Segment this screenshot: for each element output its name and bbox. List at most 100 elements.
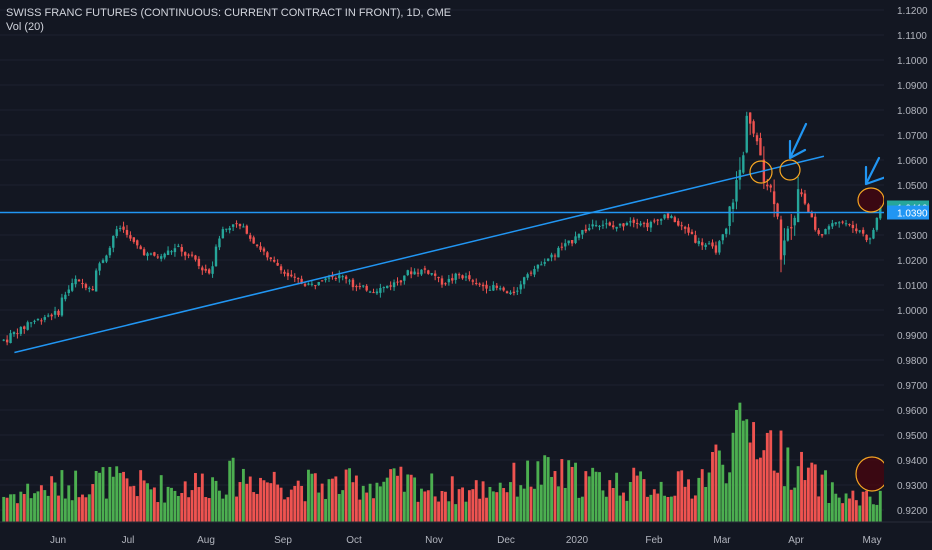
volume-bar bbox=[851, 490, 855, 522]
candle-body bbox=[769, 185, 772, 188]
volume-bar bbox=[354, 475, 358, 522]
volume-bar bbox=[765, 432, 769, 522]
candle-body bbox=[177, 245, 180, 247]
candle-body bbox=[279, 266, 283, 271]
candle-body bbox=[70, 283, 74, 291]
x-tick-label: Apr bbox=[788, 535, 804, 546]
candle-body bbox=[108, 247, 112, 256]
volume-bar bbox=[759, 457, 762, 522]
volume-bar bbox=[522, 488, 526, 522]
volume-bar bbox=[142, 480, 146, 522]
volume-bar bbox=[858, 505, 862, 522]
candle-body bbox=[379, 288, 382, 293]
volume-bar bbox=[327, 479, 331, 522]
volume-bar bbox=[824, 470, 827, 522]
candle-body bbox=[249, 235, 252, 239]
volume-bar bbox=[567, 460, 571, 522]
candle-body bbox=[488, 289, 492, 291]
volume-bar bbox=[608, 480, 612, 522]
volume-bar bbox=[676, 471, 680, 522]
volume-bar bbox=[820, 474, 824, 522]
candle-body bbox=[194, 255, 197, 260]
candle-body bbox=[447, 278, 451, 283]
volume-bar bbox=[717, 450, 721, 522]
candle-body bbox=[540, 264, 543, 266]
volume-bar bbox=[669, 496, 673, 522]
volume-bar bbox=[248, 476, 252, 522]
volume-bar bbox=[217, 490, 221, 522]
volume-bar bbox=[433, 496, 437, 522]
candle-body bbox=[23, 326, 26, 329]
volume-bar bbox=[748, 442, 752, 522]
candle-body bbox=[437, 277, 440, 279]
candle-body bbox=[77, 279, 81, 282]
candle-body bbox=[543, 262, 546, 264]
volume-bar bbox=[553, 471, 557, 522]
drawn-lines[interactable] bbox=[0, 155, 884, 354]
volume-bar bbox=[53, 482, 57, 522]
volume-bar bbox=[101, 467, 105, 522]
candle-body bbox=[163, 253, 166, 258]
volume-bar bbox=[104, 498, 108, 522]
volume-bar bbox=[87, 494, 91, 522]
price-axis[interactable]: 1.1200 1.1100 1.1000 1.0900 1.0800 1.0700 1.06… bbox=[884, 0, 932, 550]
volume-bar bbox=[646, 496, 649, 522]
volume-bar bbox=[437, 501, 441, 522]
candle-body bbox=[84, 284, 88, 288]
volume-bar bbox=[622, 492, 625, 522]
volume-bar bbox=[830, 482, 834, 522]
candle-body bbox=[317, 281, 320, 286]
ascending-trend-line[interactable] bbox=[14, 155, 825, 354]
volume-bar bbox=[505, 492, 509, 522]
volume-indicator-label[interactable]: Vol (20) bbox=[6, 21, 44, 33]
candle-body bbox=[197, 258, 201, 267]
candle-body bbox=[834, 222, 837, 224]
candle-body bbox=[303, 284, 307, 286]
candle-body bbox=[156, 256, 159, 258]
volume-bar bbox=[827, 503, 831, 522]
y-tick-label: 0.9600 bbox=[897, 406, 928, 417]
candle-body bbox=[461, 275, 464, 279]
candle-body bbox=[19, 326, 23, 334]
candle-body bbox=[386, 285, 389, 288]
x-tick-label: 2020 bbox=[566, 535, 589, 546]
candle-body bbox=[605, 223, 608, 225]
candle-body bbox=[553, 255, 557, 257]
volume-bar bbox=[423, 491, 427, 522]
candlesticks bbox=[2, 111, 882, 346]
volume-bar bbox=[803, 480, 807, 522]
volume-bar bbox=[457, 489, 461, 522]
volume-bar bbox=[259, 477, 262, 522]
candle-body bbox=[707, 243, 711, 245]
volume-bar bbox=[782, 486, 786, 522]
candle-body bbox=[47, 315, 50, 317]
candle-body bbox=[98, 263, 101, 271]
volume-bar bbox=[604, 496, 608, 522]
candle-body bbox=[276, 262, 279, 266]
volume-bar bbox=[5, 497, 9, 522]
volume-bar bbox=[190, 490, 194, 522]
candle-body bbox=[122, 226, 125, 230]
volume-bar bbox=[769, 430, 773, 522]
candle-body bbox=[505, 291, 509, 294]
volume-bar bbox=[81, 494, 84, 522]
volume-bar bbox=[183, 481, 187, 522]
volume-bar bbox=[844, 493, 848, 522]
volume-bar bbox=[683, 486, 687, 522]
volume-bar bbox=[598, 472, 601, 522]
y-tick-label: 0.9400 bbox=[897, 456, 928, 467]
candle-body bbox=[814, 216, 817, 230]
candle-body bbox=[766, 184, 769, 187]
volume-bar bbox=[635, 475, 639, 522]
candle-body bbox=[125, 229, 129, 235]
volume-bar bbox=[29, 498, 33, 522]
time-axis[interactable]: Jun Jul Aug Sep Oct Nov Dec 2020 Feb Mar Apr May bbox=[0, 521, 932, 546]
candle-body bbox=[146, 253, 149, 256]
volume-bar bbox=[752, 422, 756, 522]
candle-body bbox=[160, 256, 163, 259]
candle-body bbox=[43, 317, 46, 320]
volume-bar bbox=[2, 496, 6, 522]
candle-body bbox=[409, 271, 413, 275]
candle-body bbox=[331, 276, 334, 278]
